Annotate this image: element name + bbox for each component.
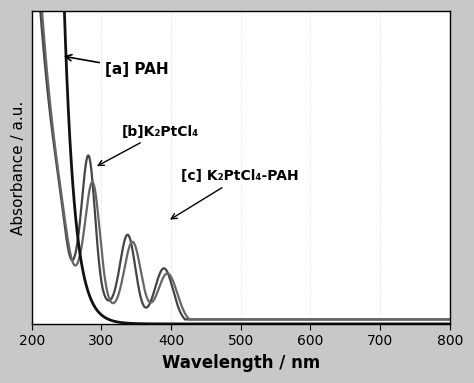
Text: [a] PAH: [a] PAH [65, 55, 168, 77]
X-axis label: Wavelength / nm: Wavelength / nm [162, 354, 320, 372]
Text: [c] K₂PtCl₄-PAH: [c] K₂PtCl₄-PAH [171, 169, 299, 219]
Text: [b]K₂PtCl₄: [b]K₂PtCl₄ [98, 125, 200, 165]
Y-axis label: Absorbance / a.u.: Absorbance / a.u. [11, 100, 26, 235]
